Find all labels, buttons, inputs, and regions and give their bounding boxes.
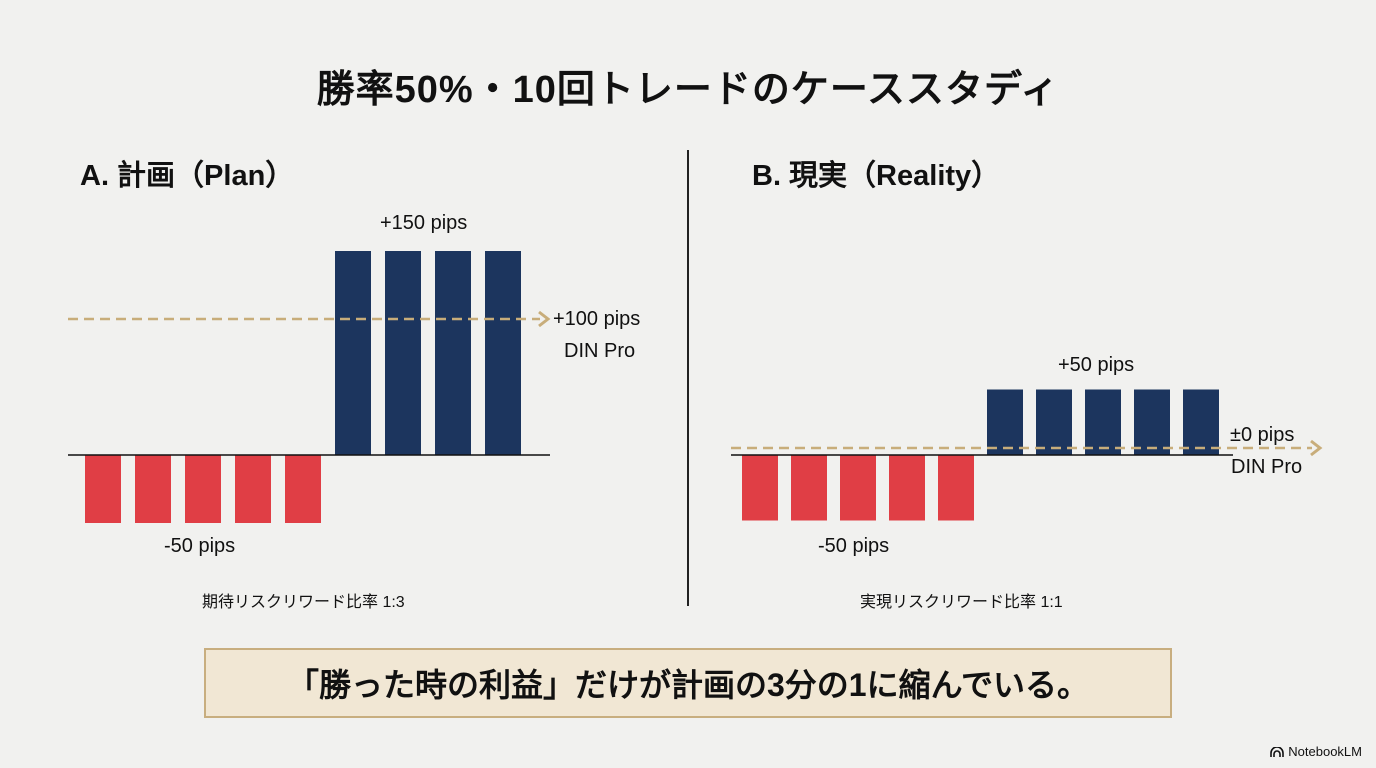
plan-arrow-icon [538,310,551,328]
reality-loss-bar [791,455,827,521]
plan-win-bar [485,251,521,455]
reality-loss-bar [889,455,925,521]
plan-loss-bar [185,455,221,523]
callout-text: 「勝った時の利益」だけが計画の3分の1に縮んでいる。 [287,667,1089,703]
plan-loss-bar [135,455,171,523]
plan-win-label: +150 pips [380,212,468,234]
notebooklm-logo-icon [1270,746,1285,757]
reality-win-bar [1183,389,1219,455]
reality-average-label: ±0 pips [1230,424,1295,446]
reality-win-label: +50 pips [1058,354,1135,376]
reality-loss-bar [742,455,778,521]
reality-win-bar [987,389,1023,455]
panel-divider [687,150,689,606]
reality-loss-bar [840,455,876,521]
slide-title: 勝率50%・10回トレードのケーススタディ [316,69,1060,111]
plan-win-bar [335,251,371,455]
plan-panel-title: A. 計画（Plan） [80,160,295,192]
plan-loss-bar [285,455,321,523]
reality-loss-label: -50 pips [818,535,890,557]
reality-win-bar [1085,389,1121,455]
plan-loss-bar [85,455,121,523]
brand-label: NotebookLM [1288,744,1362,759]
plan-loss-bar [235,455,271,523]
plan-average-sublabel: DIN Pro [564,340,636,362]
reality-panel-title: B. 現実（Reality） [752,160,1001,192]
plan-loss-label: -50 pips [164,535,236,557]
callout-box: 「勝った時の利益」だけが計画の3分の1に縮んでいる。 [204,648,1172,718]
plan-win-bar [385,251,421,455]
reality-average-sublabel: DIN Pro [1231,456,1303,478]
reality-ratio-caption: 実現リスクリワード比率 1:1 [860,594,1063,611]
reality-arrow-icon [1310,439,1323,457]
plan-average-label: +100 pips [553,308,641,330]
reality-win-bar [1134,389,1170,455]
plan-ratio-caption: 期待リスクリワード比率 1:3 [202,594,405,611]
brand: NotebookLM [1270,744,1362,759]
plan-win-bar [435,251,471,455]
reality-win-bar [1036,389,1072,455]
reality-loss-bar [938,455,974,521]
